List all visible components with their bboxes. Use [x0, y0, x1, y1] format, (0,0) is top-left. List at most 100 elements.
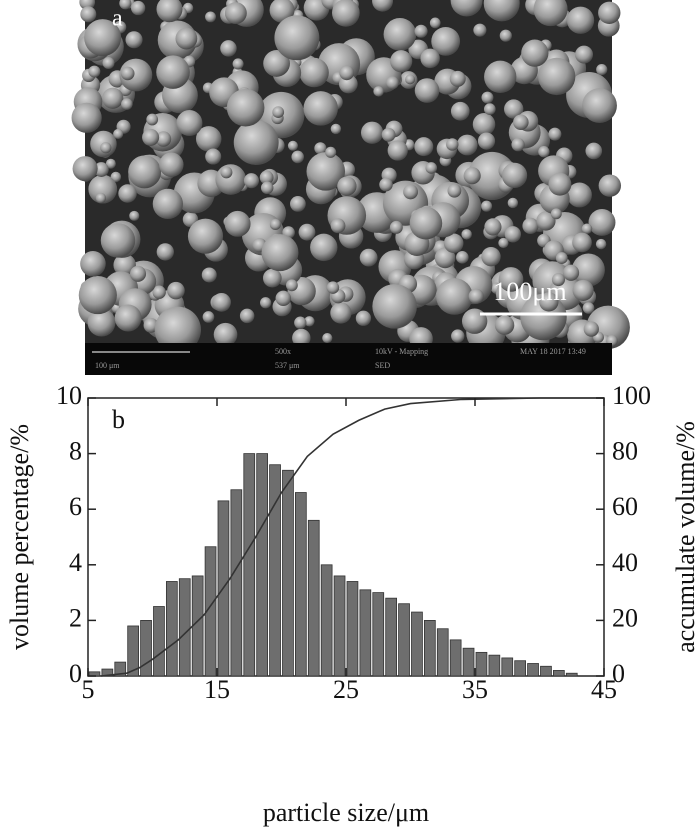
- bar: [462, 647, 475, 677]
- particle: [314, 142, 327, 155]
- particle: [156, 55, 190, 89]
- particle: [294, 316, 307, 329]
- particle: [113, 128, 124, 139]
- bar: [436, 628, 449, 677]
- particle: [167, 281, 185, 300]
- x-tick-label: 45: [591, 675, 617, 704]
- particle: [483, 0, 520, 22]
- particle: [477, 132, 496, 150]
- particle: [595, 238, 607, 250]
- particle: [403, 184, 419, 200]
- particle: [290, 196, 306, 212]
- particle: [555, 252, 568, 265]
- particle: [583, 321, 599, 337]
- particle: [550, 208, 562, 220]
- particle: [102, 87, 124, 109]
- bar: [423, 620, 436, 677]
- info-text: 10kV - Mapping: [375, 347, 428, 356]
- particle: [325, 146, 337, 158]
- particle: [269, 0, 295, 23]
- particle: [372, 0, 394, 12]
- particle: [154, 306, 201, 353]
- bar: [398, 603, 410, 677]
- particle: [125, 31, 143, 49]
- particle: [551, 273, 566, 287]
- particle: [481, 200, 493, 212]
- particle: [119, 0, 132, 10]
- particle: [434, 247, 456, 269]
- particle: [243, 173, 260, 189]
- particle: [224, 210, 251, 237]
- particle: [598, 1, 621, 25]
- particle: [93, 162, 109, 177]
- particle: [156, 0, 183, 23]
- sem-image: a 100μm 100 μm 500x 537 μm 10kV - Mappin…: [71, 0, 630, 375]
- particle: [472, 113, 496, 136]
- particle: [504, 226, 522, 243]
- particle: [261, 234, 299, 272]
- particle: [233, 120, 279, 165]
- scale-bar-label: 100μm: [493, 277, 566, 306]
- particle: [499, 29, 512, 42]
- particle: [449, 70, 466, 87]
- particle: [88, 174, 118, 204]
- particle: [405, 74, 416, 85]
- particle: [481, 246, 501, 267]
- info-bar: [85, 343, 612, 375]
- particle: [120, 66, 135, 81]
- info-text: MAY 18 2017 13:49: [520, 347, 586, 356]
- particle: [539, 292, 559, 312]
- particle: [572, 279, 594, 301]
- particle: [473, 23, 487, 37]
- particle: [121, 98, 133, 110]
- particle: [533, 0, 568, 27]
- particle: [581, 223, 593, 235]
- particle: [201, 267, 217, 283]
- particle: [381, 127, 396, 142]
- particle: [443, 233, 464, 254]
- particle: [114, 304, 142, 332]
- bar: [475, 651, 488, 677]
- bar: [140, 620, 152, 677]
- particle: [78, 276, 117, 315]
- particle: [596, 63, 608, 76]
- particle: [88, 65, 101, 78]
- particle: [414, 24, 428, 38]
- particle: [575, 45, 594, 64]
- particle: [100, 142, 112, 154]
- particle: [337, 176, 357, 196]
- bar: [359, 589, 372, 677]
- particle: [95, 192, 107, 204]
- bar: [540, 665, 552, 677]
- bar: [501, 657, 514, 677]
- particle: [383, 18, 417, 51]
- particle: [431, 26, 461, 56]
- particle: [152, 285, 166, 299]
- particle: [456, 134, 478, 156]
- particle: [330, 302, 352, 324]
- particle: [263, 50, 290, 77]
- y-tick-label: 8: [69, 437, 82, 466]
- particle: [322, 332, 333, 344]
- bar: [230, 489, 243, 677]
- particle: [379, 177, 393, 192]
- particle: [355, 310, 372, 326]
- particle: [269, 218, 281, 231]
- particle: [425, 162, 438, 174]
- bar: [204, 546, 217, 677]
- y-tick-label: 10: [56, 381, 82, 410]
- particle: [306, 152, 346, 191]
- particle: [409, 206, 443, 240]
- particle: [511, 137, 525, 152]
- y-axis-title: volume percentage/%: [5, 424, 34, 650]
- particle: [429, 17, 441, 29]
- bar: [165, 581, 178, 677]
- particle: [332, 0, 360, 27]
- particle: [339, 65, 355, 81]
- bar: [256, 453, 269, 677]
- particle: [142, 128, 160, 146]
- x-tick-label: 25: [333, 675, 359, 704]
- particle: [420, 48, 440, 69]
- particle: [484, 60, 517, 94]
